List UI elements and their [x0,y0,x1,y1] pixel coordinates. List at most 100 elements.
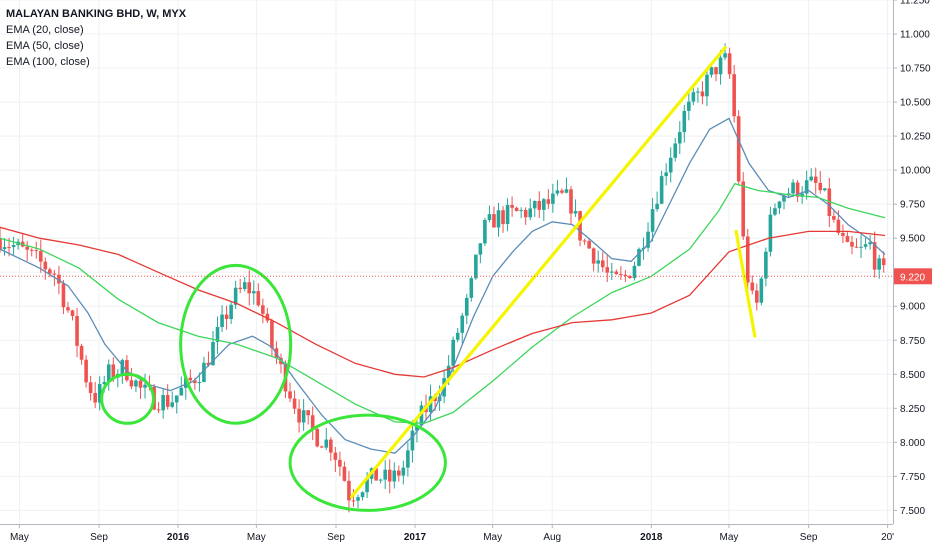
y-tick-label: 10.000 [900,166,931,177]
candle-down [850,241,854,247]
candle-down [755,290,759,303]
candle-down [836,219,841,233]
candle-down [57,274,61,284]
legend-ema50[interactable]: EMA (50, close) [6,40,84,52]
x-tick-label: May [247,532,266,543]
candle-up [705,74,709,97]
legend-title: MALAYAN BANKING BHD, W, MYX [6,8,187,20]
x-tick-label: Aug [543,532,561,543]
x-tick-label: 2018 [640,532,663,543]
price-axis[interactable]: 7.5007.7508.0008.2508.5008.7509.0009.250… [893,0,932,550]
candle-up [650,209,655,232]
candle-down [66,307,70,311]
time-axis[interactable]: May Sep 2016 May Sep 2017 May Aug 2018 May Sep 20' [0,524,932,550]
candle-up [677,132,682,144]
candle-down [351,500,356,502]
candle-up [170,402,175,407]
candle-down [387,469,392,482]
x-tick-label: May [483,532,502,543]
drawings [100,46,757,512]
candle-up [696,91,700,93]
candle-down [736,116,741,182]
candle-down [270,320,274,349]
candle-down [338,459,342,467]
candle-up [120,360,125,374]
candle-up [478,243,483,255]
candle-down [52,273,57,275]
candle-down [247,282,252,294]
candle-down [34,250,39,252]
candles [0,43,886,513]
candle-up [777,201,782,209]
x-tick-label: Sep [327,532,345,543]
candle-up [573,211,578,214]
candle-down [813,176,818,183]
candle-up [822,188,827,191]
candle-down [265,313,270,321]
y-tick-label: 10.500 [900,98,931,109]
candle-up [383,469,388,480]
candle-down [700,91,705,97]
candle-down [714,67,718,75]
candle-up [673,143,678,158]
candle-down [224,314,229,319]
candle-up [519,210,523,212]
candle-up [143,384,147,388]
candle-down [84,359,88,383]
candle-down [111,364,116,378]
candle-down [165,395,170,407]
y-tick-label: 8.000 [900,438,925,449]
candle-down [138,380,143,388]
y-tick-label: 8.500 [900,370,925,381]
candle-down [88,382,93,394]
y-tick-label: 9.750 [900,200,925,211]
candle-down [537,200,542,210]
ema-line-3 [0,226,886,378]
candle-up [664,172,668,177]
candle-down [623,274,628,276]
candle-up [174,395,179,403]
candle-up [609,271,614,273]
candle-up [102,382,107,385]
candle-down [845,235,850,242]
legend-ema100[interactable]: EMA (100, close) [6,56,90,68]
candle-down [628,275,632,279]
candle-down [832,216,836,220]
candle-down [514,207,519,212]
candle-up [233,287,238,305]
candle-up [324,439,329,448]
candle-up [184,377,188,388]
price-badge-label: 9.220 [900,272,925,283]
candle-up [451,339,455,366]
x-tick-label: May [720,532,739,543]
legend-ema20[interactable]: EMA (20, close) [6,24,84,36]
x-tick-label: May [10,532,29,543]
candle-up [360,492,365,498]
candle-up [446,365,451,379]
candle-up [782,195,786,202]
candle-up [211,341,215,366]
candle-up [768,214,773,252]
candle-up [251,291,256,294]
candle-up [564,189,569,193]
candle-up [496,210,501,228]
candle-down [156,409,161,411]
y-tick-label: 8.750 [900,336,925,347]
ema-line-2 [0,182,886,424]
y-tick-label: 10.750 [900,64,931,75]
candle-up [759,278,764,303]
candle-down [48,269,52,274]
candle-down [61,283,66,308]
y-tick-label: 11.000 [900,30,930,41]
candle-down [560,190,564,193]
candle-up [460,315,465,333]
candle-down [492,214,496,228]
candle-up [659,176,664,204]
candle-down [29,249,34,251]
candle-down [129,380,134,387]
candle-up [106,364,111,383]
yellow-trend-line-2 [734,229,757,338]
candle-down [795,182,800,197]
candle-up [134,380,138,387]
